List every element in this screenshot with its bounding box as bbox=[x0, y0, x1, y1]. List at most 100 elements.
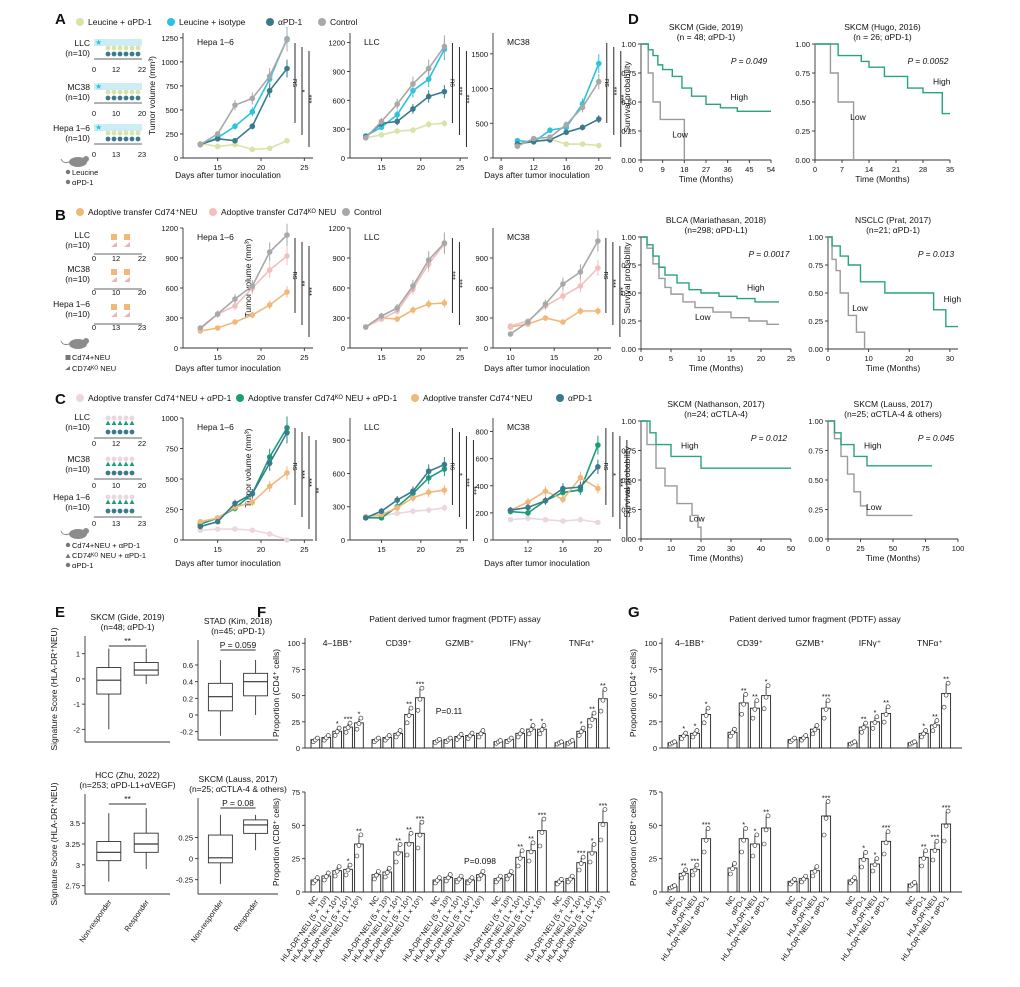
x-tick-label: 28 bbox=[919, 165, 927, 174]
mouse-body bbox=[69, 339, 87, 349]
y-tick-label: 600 bbox=[332, 96, 345, 105]
y-tick-label: 0 bbox=[189, 855, 193, 864]
bar bbox=[576, 862, 586, 893]
data-point bbox=[530, 723, 536, 728]
y-tick-label: 1.00 bbox=[808, 417, 823, 426]
y-tick-label: 3 bbox=[76, 861, 80, 870]
legend-swatch bbox=[76, 394, 84, 402]
data-point bbox=[458, 731, 464, 737]
x-axis-title-shared: Days after tumor inoculation bbox=[175, 558, 281, 568]
dose-dot bbox=[111, 95, 117, 101]
data-point bbox=[883, 712, 889, 717]
data-point bbox=[945, 680, 951, 686]
data-point bbox=[823, 707, 829, 712]
legend-item: Adoptive transfer Cd74⁺NEU bbox=[88, 207, 197, 217]
y-tick-label: 0.50 bbox=[621, 289, 636, 298]
data-point bbox=[765, 683, 771, 688]
data-point bbox=[803, 733, 809, 738]
data-point bbox=[447, 872, 453, 877]
data-point bbox=[863, 850, 869, 855]
cd74-neu-marker bbox=[111, 234, 117, 240]
chart-title: MC38 bbox=[507, 37, 530, 47]
growth-chart-a1: 0 250 500 750 1000 1250 15 20 25 Hepa 1–6 Tumor vo… bbox=[147, 26, 314, 172]
data-point bbox=[408, 705, 414, 711]
dose-dot bbox=[111, 415, 117, 421]
y-tick-label: 400 bbox=[475, 482, 488, 491]
data-point bbox=[821, 715, 827, 721]
data-point bbox=[445, 875, 451, 881]
dose-dot bbox=[123, 89, 129, 95]
p-value: P = 0.045 bbox=[918, 433, 955, 443]
y-tick-label: -0.25 bbox=[176, 876, 193, 885]
dose-dot bbox=[105, 51, 111, 57]
data-point bbox=[542, 516, 549, 523]
cd74-neu-marker bbox=[124, 269, 130, 275]
data-point bbox=[232, 319, 238, 325]
y-tick-label: 200 bbox=[475, 509, 488, 518]
series-line bbox=[365, 48, 446, 137]
bar bbox=[761, 695, 772, 749]
dose-dot bbox=[129, 95, 135, 101]
bar bbox=[929, 848, 940, 893]
data-point bbox=[576, 733, 582, 738]
significance-label: *** bbox=[416, 814, 425, 823]
y-tick-label: 300 bbox=[165, 314, 178, 323]
significance-label: *** bbox=[416, 680, 425, 689]
legend-item: Leucine + αPD-1 bbox=[88, 17, 152, 27]
significance-label: *** bbox=[599, 801, 608, 810]
series-line bbox=[200, 472, 288, 523]
bar bbox=[343, 726, 353, 749]
y-tick-label: 0 bbox=[189, 711, 193, 720]
y-tick-label: 600 bbox=[332, 284, 345, 293]
data-point bbox=[197, 325, 204, 331]
x-tick-label: 35 bbox=[946, 165, 954, 174]
data-point bbox=[541, 723, 547, 728]
km-curve-high bbox=[828, 236, 958, 328]
data-point bbox=[325, 733, 331, 738]
chart-title: Hepa 1–6 bbox=[197, 232, 234, 242]
y-tick-label: 0.25 bbox=[808, 506, 823, 515]
data-point bbox=[249, 123, 256, 130]
bar bbox=[587, 851, 597, 893]
series-line bbox=[510, 466, 599, 511]
data-point bbox=[417, 832, 423, 838]
data-point bbox=[508, 735, 514, 741]
significance-label: ns bbox=[448, 79, 457, 87]
data-point bbox=[354, 853, 360, 859]
cd74-neu-marker bbox=[124, 234, 130, 240]
leucine-bar bbox=[94, 39, 142, 46]
data-point bbox=[378, 508, 385, 514]
significance-label: ** bbox=[932, 712, 938, 721]
schedule-model: LLC bbox=[74, 412, 90, 422]
data-point bbox=[912, 739, 917, 745]
x-tick-label: 8 bbox=[499, 163, 503, 172]
bar bbox=[689, 868, 700, 893]
y-tick-label: 1200 bbox=[328, 39, 345, 48]
y-tick-label: 1.00 bbox=[621, 233, 636, 242]
dose-dot bbox=[117, 130, 123, 136]
significance-label: *** bbox=[455, 279, 464, 288]
data-point bbox=[358, 715, 364, 721]
y-tick-label: 1000 bbox=[161, 58, 178, 67]
data-point bbox=[683, 730, 689, 736]
legend-c: Adoptive transfer Cd74⁺NEU + αPD-1 Adopt… bbox=[76, 393, 593, 403]
y-tick-label: 0 bbox=[341, 154, 345, 163]
schedule-tick: 0 bbox=[92, 519, 96, 528]
data-point bbox=[441, 120, 448, 127]
data-point bbox=[476, 734, 482, 740]
legend-item: Control bbox=[354, 207, 382, 217]
chart-subtitle: (n=298; αPD-L1) bbox=[684, 225, 747, 235]
mouse-icon bbox=[60, 338, 89, 349]
data-point bbox=[397, 728, 403, 733]
dose-dot bbox=[111, 136, 117, 142]
data-point bbox=[943, 692, 949, 698]
data-point bbox=[591, 842, 597, 847]
bar bbox=[869, 721, 880, 749]
significance-label: ** bbox=[883, 698, 889, 707]
y-tick-label: 500 bbox=[165, 475, 178, 484]
data-point bbox=[595, 485, 601, 492]
dose-triangle bbox=[123, 499, 129, 504]
schedule-legend-item: Leucine bbox=[72, 168, 98, 177]
data-point bbox=[378, 313, 385, 319]
